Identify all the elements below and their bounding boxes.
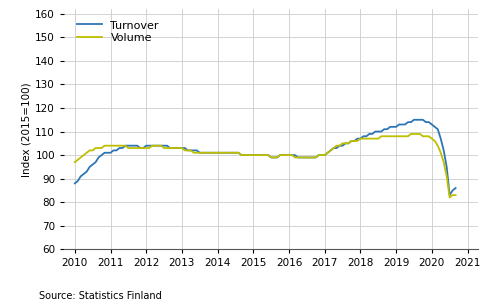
Turnover bbox=[372, 130, 378, 133]
Volume bbox=[72, 160, 78, 164]
Volume bbox=[447, 196, 453, 199]
Line: Turnover: Turnover bbox=[75, 120, 456, 195]
Turnover bbox=[405, 120, 411, 124]
Turnover bbox=[176, 146, 182, 150]
Volume bbox=[453, 193, 458, 197]
Volume bbox=[90, 149, 96, 152]
Volume bbox=[176, 146, 182, 150]
Turnover bbox=[453, 186, 458, 190]
Turnover bbox=[298, 156, 304, 159]
Volume bbox=[408, 132, 414, 136]
Turnover bbox=[271, 156, 277, 159]
Turnover bbox=[72, 181, 78, 185]
Turnover bbox=[447, 193, 453, 197]
Legend: Turnover, Volume: Turnover, Volume bbox=[74, 17, 162, 47]
Text: Source: Statistics Finland: Source: Statistics Finland bbox=[39, 291, 162, 301]
Volume bbox=[405, 134, 411, 138]
Line: Volume: Volume bbox=[75, 134, 456, 198]
Volume bbox=[372, 137, 378, 140]
Y-axis label: Index (2015=100): Index (2015=100) bbox=[21, 82, 31, 177]
Volume bbox=[271, 156, 277, 159]
Volume bbox=[298, 156, 304, 159]
Turnover bbox=[411, 118, 417, 122]
Turnover bbox=[90, 163, 96, 166]
